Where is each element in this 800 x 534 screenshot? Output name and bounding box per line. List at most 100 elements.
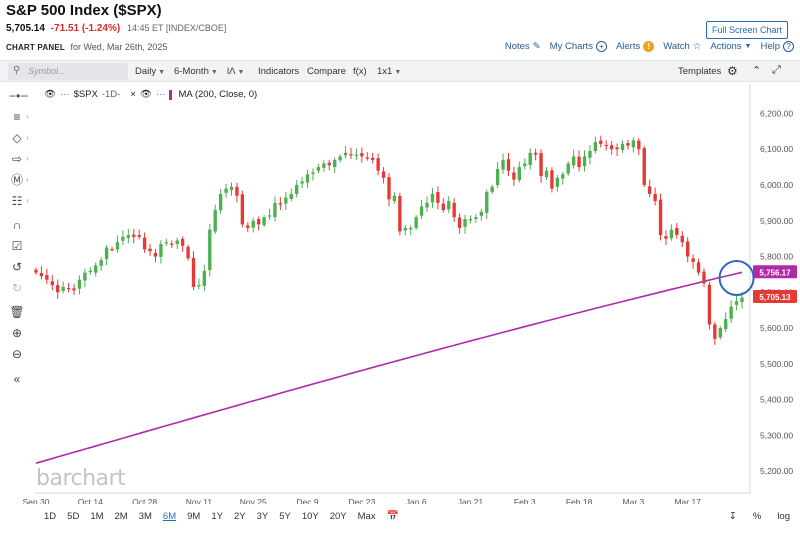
candle-body: [528, 152, 532, 165]
text-tool-icon[interactable]: Ⓜ ›: [10, 173, 29, 187]
candle-body: [218, 193, 223, 211]
legend-ma: MA (200, Close, 0): [178, 89, 258, 100]
candle-body: [620, 143, 625, 150]
trash-icon[interactable]: 🗑: [9, 305, 25, 319]
watch-label: Watch: [663, 41, 690, 52]
candle-body: [278, 203, 283, 205]
eye-icon[interactable]: 👁: [139, 89, 152, 100]
candle-body: [485, 192, 489, 213]
candle-body: [224, 188, 228, 193]
candle-body: [409, 227, 413, 230]
chevron-double-down-icon[interactable]: ↧: [728, 511, 737, 522]
ma-price-tag-bg: [753, 265, 797, 279]
templates-button[interactable]: Templates: [678, 66, 722, 77]
arrow-tool-icon[interactable]: ⇨ ›: [11, 152, 29, 166]
percent-scale-toggle[interactable]: %: [752, 511, 762, 522]
range-9m[interactable]: 9M: [187, 511, 201, 522]
range-10y[interactable]: 10Y: [301, 511, 319, 522]
candle-body: [447, 201, 451, 210]
eye-icon[interactable]: 👁: [44, 89, 57, 100]
range-1d[interactable]: 1D: [44, 511, 57, 522]
candle-body: [289, 193, 293, 199]
gear-icon[interactable]: ⚙: [727, 64, 738, 78]
function-button[interactable]: f(x): [353, 66, 367, 77]
alerts-link[interactable]: Alerts!: [615, 41, 655, 52]
notes-link[interactable]: Notes ✎: [505, 41, 541, 52]
candle-body: [88, 270, 92, 273]
line-tool-icon[interactable]: ≡ ›: [13, 110, 29, 124]
expand-icon[interactable]: ⤢: [772, 64, 781, 76]
range-max[interactable]: Max: [357, 511, 376, 522]
alerts-label: Alerts: [615, 41, 641, 52]
candle-body: [262, 217, 266, 226]
calendar-icon[interactable]: 📅: [386, 511, 400, 522]
zoom-in-icon[interactable]: ⊕: [11, 326, 23, 340]
actions-menu[interactable]: Actions ▼: [710, 41, 751, 52]
legend-menu-icon[interactable]: ···: [60, 89, 70, 100]
log-scale-toggle[interactable]: log: [777, 511, 790, 522]
candle-body: [430, 193, 435, 203]
question-icon: ?: [783, 41, 794, 52]
my-charts-link[interactable]: My Charts +: [550, 41, 607, 52]
range-3m[interactable]: 3M: [138, 511, 152, 522]
candle-body: [83, 272, 87, 281]
candle-body: [604, 144, 608, 147]
range-1y[interactable]: 1Y: [211, 511, 223, 522]
candle-body: [50, 281, 54, 286]
collapse-sidebar-icon[interactable]: «: [13, 372, 21, 386]
watch-link[interactable]: Watch ☆: [663, 41, 701, 52]
candle-body: [669, 229, 674, 239]
symbol-search-input[interactable]: ⚲ Symbol...: [8, 63, 128, 80]
candle-body: [126, 235, 131, 238]
candle-body: [153, 252, 158, 257]
candle-body: [729, 306, 733, 319]
my-charts-label: My Charts: [549, 41, 593, 52]
range-5y[interactable]: 5Y: [279, 511, 291, 522]
candle-body: [398, 196, 402, 232]
magnet-icon[interactable]: ∩: [12, 218, 22, 232]
range-2m[interactable]: 2M: [114, 511, 128, 522]
candle-body: [403, 227, 407, 231]
legend-menu-icon[interactable]: ···: [155, 89, 166, 100]
range-1m[interactable]: 1M: [90, 511, 104, 522]
search-icon: ⚲: [13, 65, 21, 76]
crosshair-tool-icon[interactable]: −•− ›: [9, 89, 29, 103]
candle-body: [724, 319, 728, 330]
undo-icon[interactable]: ↺: [11, 260, 23, 274]
shape-tool-icon[interactable]: ◇ ›: [12, 131, 29, 145]
redo-icon[interactable]: ↻: [11, 281, 23, 295]
lock-icon[interactable]: ☑: [11, 239, 23, 253]
full-screen-chart-button[interactable]: Full Screen Chart: [705, 21, 788, 39]
period-select[interactable]: 6-Month ▼: [174, 66, 218, 77]
candle-body: [137, 235, 141, 237]
compare-button[interactable]: Compare: [307, 66, 347, 77]
range-3y[interactable]: 3Y: [256, 511, 269, 522]
candle-body: [94, 265, 98, 273]
y-tick-label: 5,200.00: [760, 466, 793, 476]
symbol-search-placeholder: Symbol...: [28, 66, 66, 76]
x-tick-label: Sep 30: [23, 497, 50, 504]
candle-body: [463, 218, 467, 227]
x-tick-label: Feb 18: [566, 497, 593, 504]
range-5d[interactable]: 5D: [67, 511, 80, 522]
candle-body: [164, 242, 169, 244]
range-2y[interactable]: 2Y: [233, 511, 246, 522]
candle-body: [501, 159, 505, 170]
chevron-down-icon: ▼: [210, 69, 218, 76]
range-20y[interactable]: 20Y: [329, 511, 347, 522]
indicators-button[interactable]: Indicators: [258, 66, 300, 77]
layout-select[interactable]: 1x1 ▼: [377, 66, 401, 77]
interval-select[interactable]: Daily ▼: [135, 66, 165, 77]
close-icon[interactable]: ×: [130, 89, 136, 100]
fibonacci-tool-icon[interactable]: ☷ ›: [11, 194, 29, 208]
candle-body: [599, 140, 603, 144]
collapse-icon[interactable]: ⌃: [752, 65, 762, 77]
barchart-logo: barchart: [36, 466, 126, 491]
range-6m[interactable]: 6M: [162, 511, 177, 522]
price-chart[interactable]: 6,200.00 6,100.00 6,000.00 5,900.00 5,800.00…: [0, 84, 800, 504]
quote-meta: 14:45 ET [INDEX/CBOE]: [126, 23, 227, 33]
chart-type-select[interactable]: ƖɅ ▼: [227, 66, 244, 77]
zoom-out-icon[interactable]: ⊖: [11, 347, 23, 361]
candle-body: [441, 203, 445, 211]
help-menu[interactable]: Help?: [760, 41, 794, 52]
